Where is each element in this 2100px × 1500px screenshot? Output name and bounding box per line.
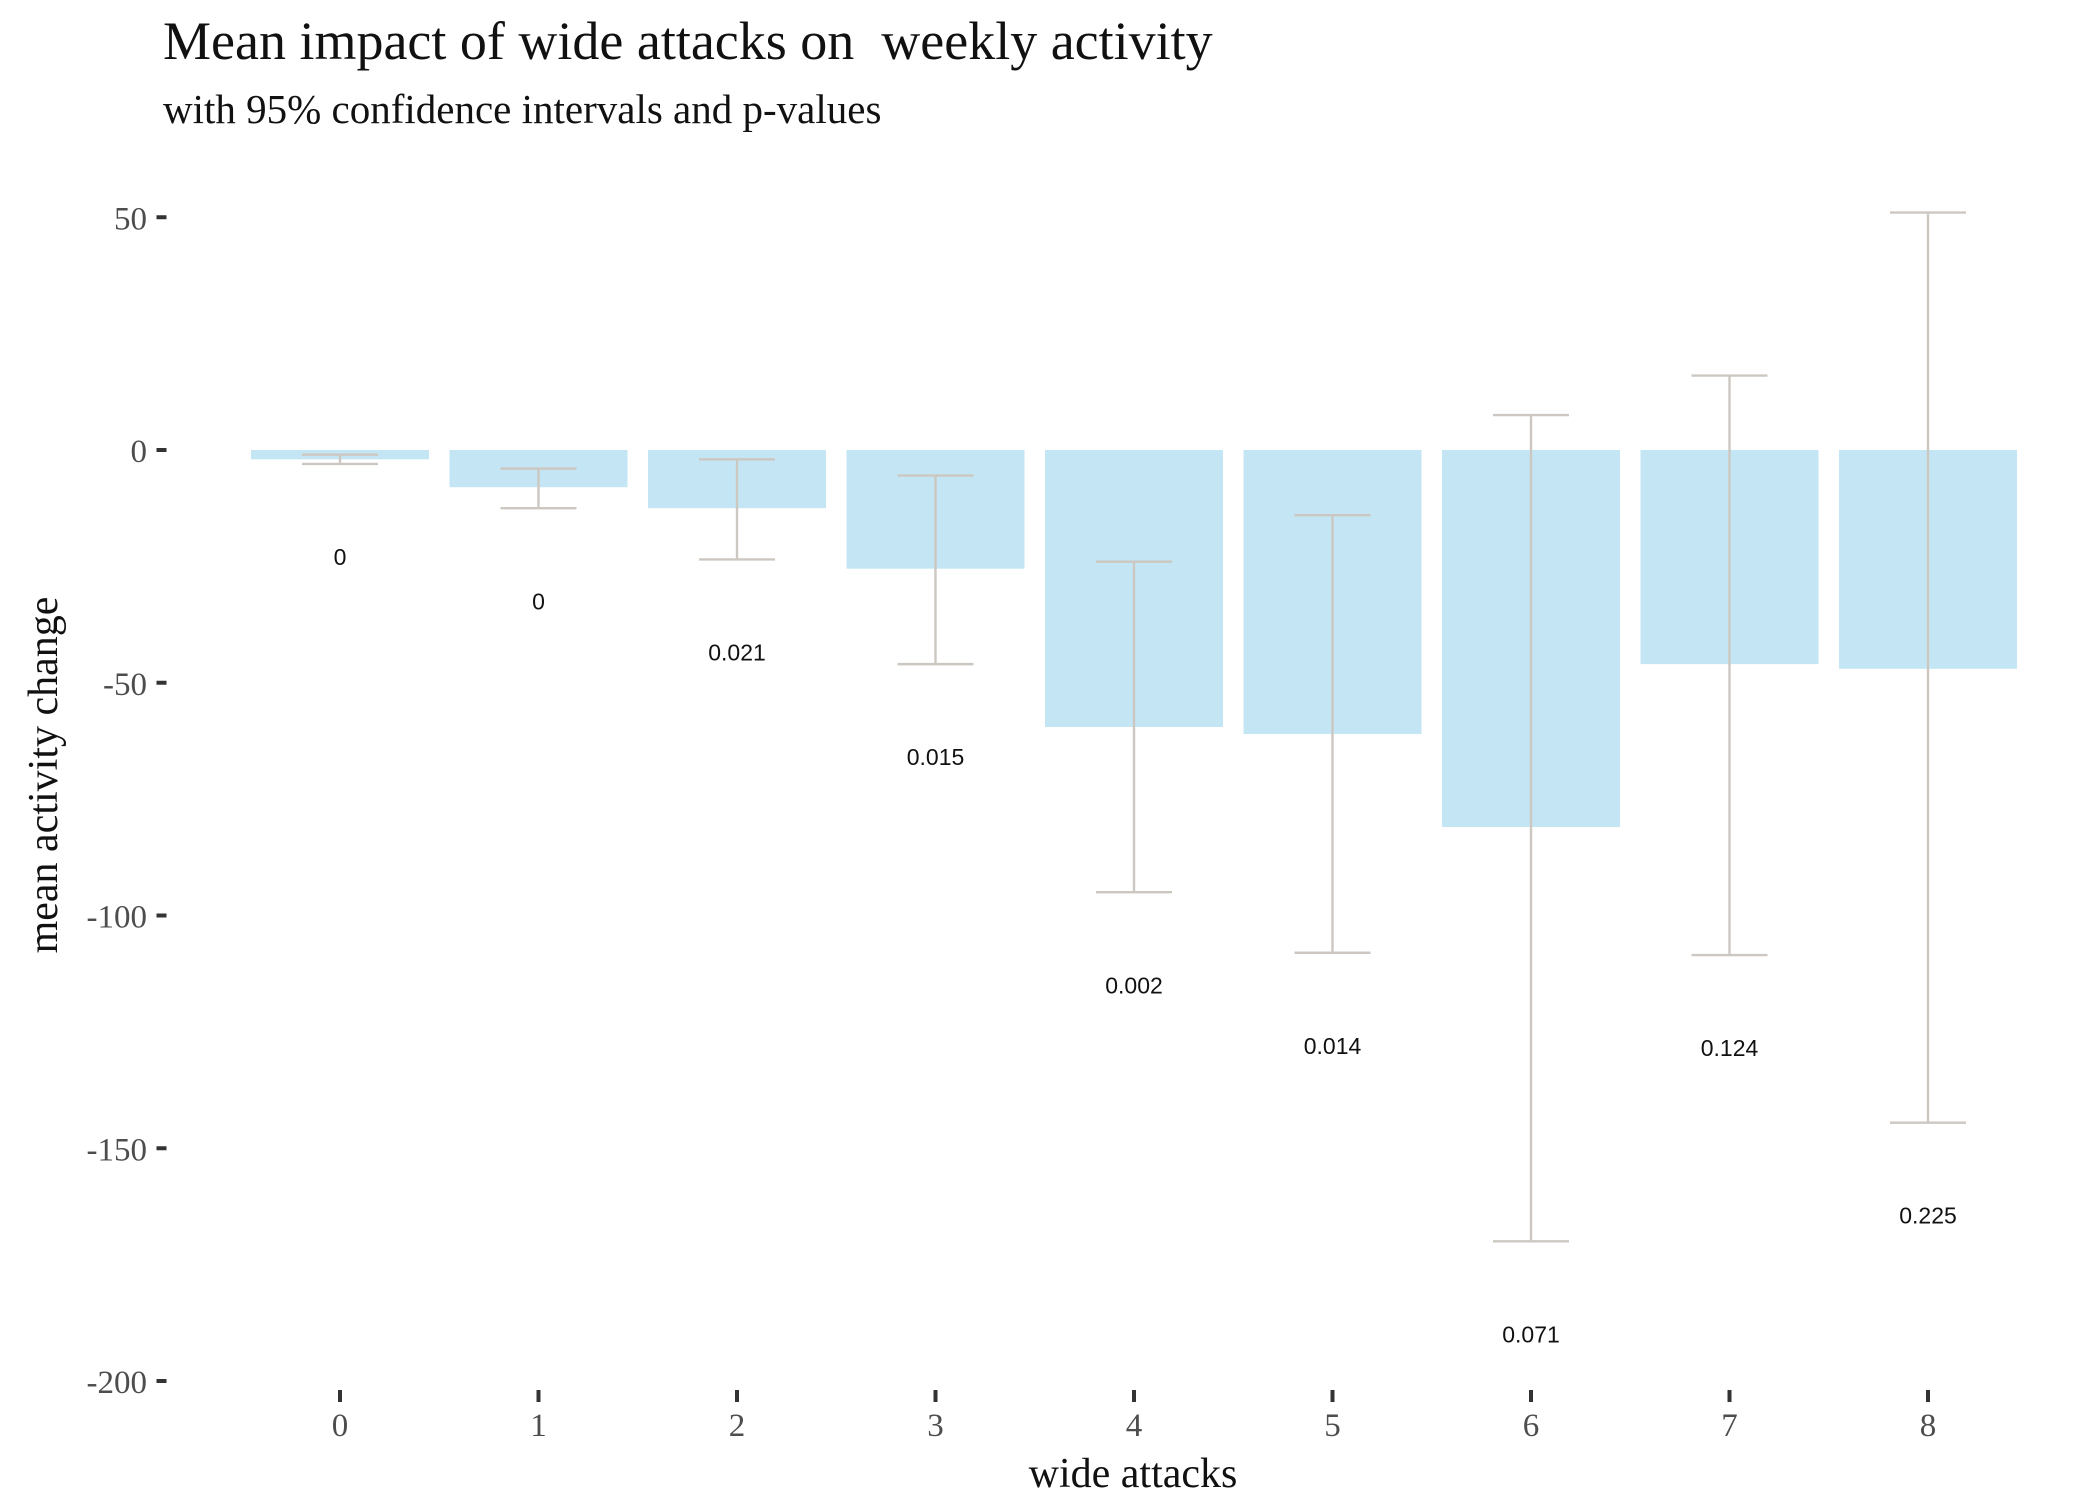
errorbar-0 xyxy=(302,453,378,466)
chart-subtitle: with 95% confidence intervals and p-valu… xyxy=(163,86,882,132)
y-tick-label-50: 50 xyxy=(114,201,147,237)
x-tick-label-1: 1 xyxy=(530,1408,547,1444)
y-axis: 50 0 -50 -100 -150 -200 xyxy=(87,201,167,1401)
errorbar-1 xyxy=(500,467,577,510)
pvalue-labels: 0 0 0.021 0.015 0.002 0.014 0.071 0.124 0.225 xyxy=(334,544,1957,1347)
errorbar-6 xyxy=(1493,413,1569,1243)
pvalue-label-3: 0.015 xyxy=(907,744,965,770)
x-tick-label-2: 2 xyxy=(729,1408,746,1444)
errorbar-7 xyxy=(1691,374,1768,957)
chart-title: Mean impact of wide attacks on weekly ac… xyxy=(163,11,1213,71)
x-tick-label-3: 3 xyxy=(927,1408,944,1444)
pvalue-label-6: 0.071 xyxy=(1502,1321,1560,1347)
x-tick-label-5: 5 xyxy=(1324,1408,1341,1444)
x-tick-label-4: 4 xyxy=(1126,1408,1143,1444)
x-tick-label-6: 6 xyxy=(1523,1408,1540,1444)
x-tick-label-7: 7 xyxy=(1721,1408,1738,1444)
x-tick-label-0: 0 xyxy=(332,1408,349,1444)
y-tick-label--100: -100 xyxy=(87,900,148,936)
errorbar-3 xyxy=(897,474,974,666)
y-tick-label--50: -50 xyxy=(103,667,147,703)
errorbars-layer xyxy=(302,211,1966,1243)
x-axis-title: wide attacks xyxy=(1029,1451,1238,1497)
pvalue-label-8: 0.225 xyxy=(1899,1203,1957,1229)
pvalue-label-7: 0.124 xyxy=(1701,1035,1759,1061)
errorbar-2 xyxy=(699,458,775,561)
y-tick-label-0: 0 xyxy=(131,434,148,470)
errorbar-4 xyxy=(1096,560,1172,894)
errorbar-8 xyxy=(1890,211,1966,1124)
pvalue-label-5: 0.014 xyxy=(1304,1033,1362,1059)
pvalue-label-1: 0 xyxy=(532,588,545,614)
errorbar-5 xyxy=(1294,513,1371,954)
y-tick-label--150: -150 xyxy=(87,1132,148,1168)
pvalue-label-2: 0.021 xyxy=(708,639,766,665)
y-tick-label--200: -200 xyxy=(87,1365,148,1401)
y-axis-title: mean activity change xyxy=(21,597,67,954)
pvalue-label-4: 0.002 xyxy=(1105,972,1163,998)
x-tick-label-8: 8 xyxy=(1920,1408,1937,1444)
pvalue-label-0: 0 xyxy=(334,544,347,570)
x-axis: 0 1 2 3 4 5 6 7 8 xyxy=(332,1390,1937,1444)
